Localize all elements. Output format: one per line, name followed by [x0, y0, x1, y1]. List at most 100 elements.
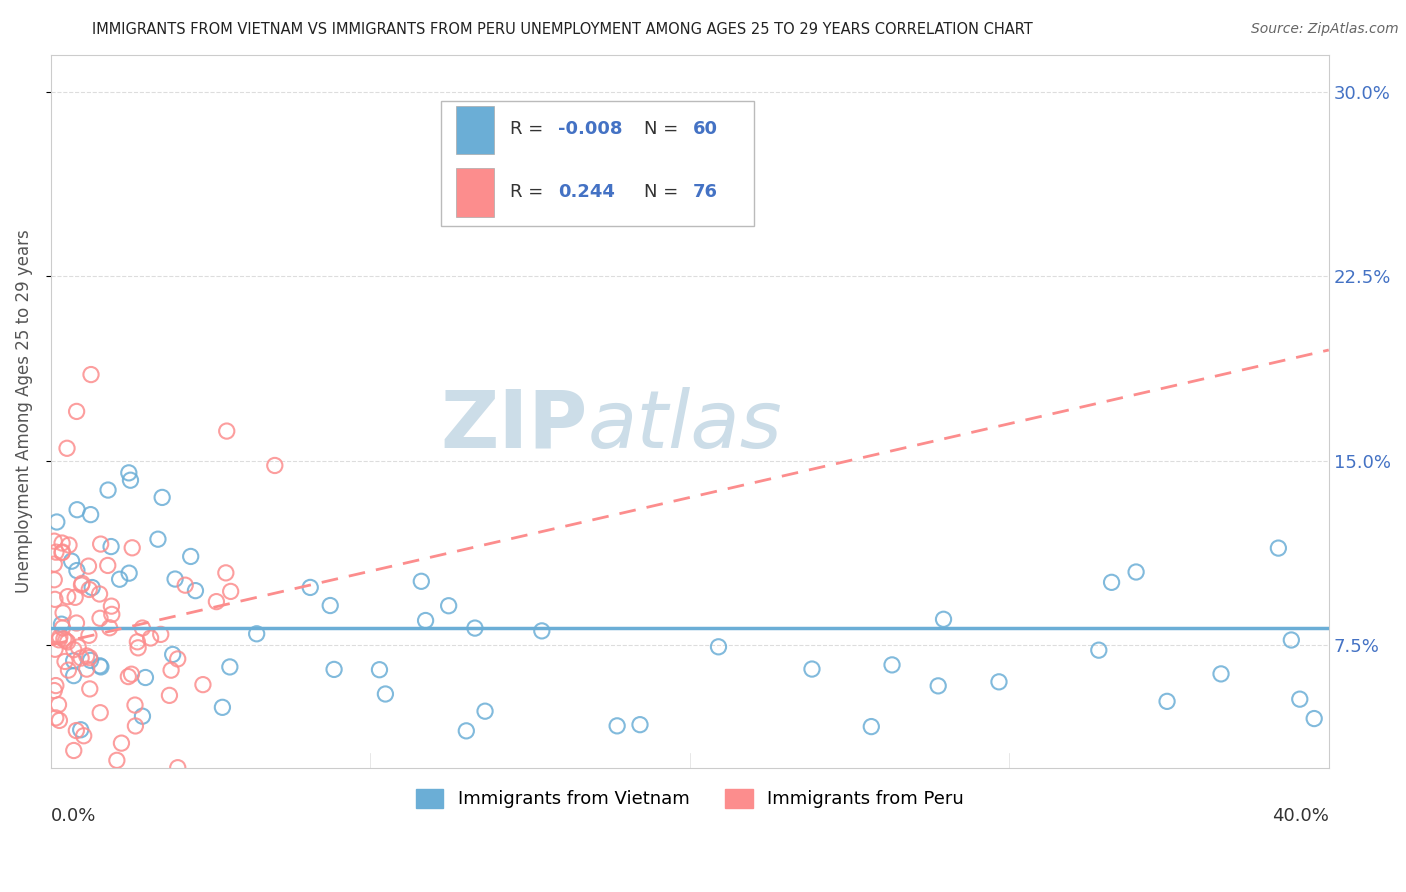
Point: [159, 689, 181, 703]
Point: [149, 627, 172, 641]
Point: [166, 761, 188, 775]
Y-axis label: Unemployment Among Ages 25 to 29 years: Unemployment Among Ages 25 to 29 years: [15, 229, 32, 593]
Point: [1279, 632, 1302, 647]
Point: [100, 540, 122, 554]
Text: 0.0%: 0.0%: [51, 807, 97, 825]
Point: [180, 549, 202, 564]
Point: [121, 667, 143, 681]
Point: [56, 442, 79, 456]
Point: [48, 632, 70, 647]
Text: 60: 60: [693, 120, 717, 138]
Point: [65, 404, 87, 418]
Point: [319, 599, 342, 613]
Point: [530, 624, 553, 638]
Point: [62, 654, 84, 668]
Point: [82, 581, 104, 595]
Point: [1267, 541, 1289, 555]
Point: [205, 594, 228, 608]
Point: [77, 582, 100, 597]
Point: [62, 668, 84, 682]
Point: [53, 655, 76, 669]
Point: [464, 621, 486, 635]
Point: [134, 671, 156, 685]
Point: [374, 687, 396, 701]
Point: [299, 581, 322, 595]
Text: ZIP: ZIP: [440, 386, 588, 465]
Point: [801, 662, 824, 676]
Point: [1101, 575, 1123, 590]
Point: [323, 662, 346, 676]
Point: [263, 458, 285, 473]
Point: [65, 615, 87, 630]
Point: [215, 424, 238, 438]
Point: [51, 617, 73, 632]
Point: [56, 590, 79, 604]
Text: 40.0%: 40.0%: [1272, 807, 1329, 825]
Point: [89, 658, 111, 673]
Point: [368, 663, 391, 677]
Legend: Immigrants from Vietnam, Immigrants from Peru: Immigrants from Vietnam, Immigrants from…: [409, 782, 972, 815]
Point: [58, 538, 80, 552]
Point: [124, 698, 146, 712]
Point: [56, 635, 79, 649]
Point: [62, 743, 84, 757]
Point: [44, 534, 66, 549]
Point: [77, 559, 100, 574]
Point: [162, 648, 184, 662]
Text: R =: R =: [510, 183, 548, 201]
Point: [117, 670, 139, 684]
Text: 0.244: 0.244: [558, 183, 616, 201]
Point: [131, 709, 153, 723]
Point: [166, 652, 188, 666]
Point: [45, 679, 67, 693]
Point: [146, 532, 169, 546]
Point: [160, 663, 183, 677]
Point: [89, 706, 111, 720]
Point: [76, 648, 98, 663]
Point: [988, 674, 1011, 689]
Point: [79, 508, 101, 522]
Point: [456, 723, 478, 738]
Point: [121, 541, 143, 555]
Point: [110, 736, 132, 750]
Text: -0.008: -0.008: [558, 120, 623, 138]
Point: [51, 621, 73, 635]
Point: [1156, 694, 1178, 708]
Point: [131, 621, 153, 635]
Point: [880, 657, 903, 672]
Point: [70, 651, 93, 665]
Point: [191, 678, 214, 692]
Point: [80, 368, 103, 382]
Point: [73, 729, 96, 743]
Point: [45, 545, 67, 559]
Point: [101, 607, 124, 622]
Point: [44, 557, 66, 571]
Point: [77, 628, 100, 642]
Point: [65, 723, 87, 738]
Text: N =: N =: [644, 183, 683, 201]
Point: [58, 663, 80, 677]
Point: [62, 642, 84, 657]
Point: [63, 591, 86, 605]
Point: [45, 515, 67, 529]
Point: [97, 558, 120, 573]
Point: [118, 466, 141, 480]
Point: [165, 572, 187, 586]
Text: IMMIGRANTS FROM VIETNAM VS IMMIGRANTS FROM PERU UNEMPLOYMENT AMONG AGES 25 TO 29: IMMIGRANTS FROM VIETNAM VS IMMIGRANTS FR…: [91, 22, 1033, 37]
Point: [927, 679, 949, 693]
Point: [127, 635, 149, 649]
Point: [66, 502, 89, 516]
Point: [52, 632, 75, 646]
Point: [124, 719, 146, 733]
Point: [628, 717, 651, 731]
Point: [52, 606, 75, 620]
Point: [211, 700, 233, 714]
Point: [51, 546, 73, 560]
Text: R =: R =: [510, 120, 548, 138]
Point: [215, 566, 238, 580]
Point: [118, 566, 141, 581]
FancyBboxPatch shape: [440, 102, 754, 227]
Point: [150, 491, 173, 505]
Point: [90, 660, 112, 674]
Point: [48, 714, 70, 728]
